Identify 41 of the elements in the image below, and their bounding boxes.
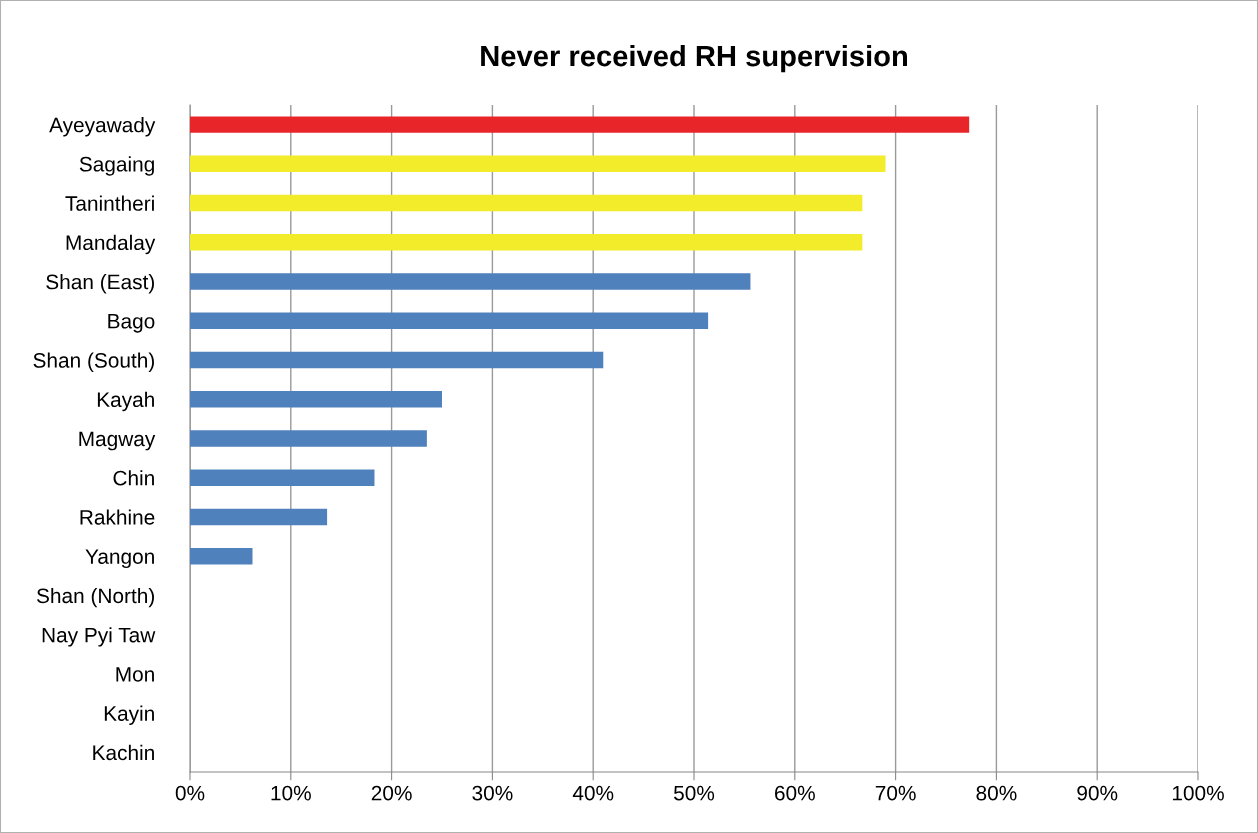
bar	[190, 116, 970, 133]
y-tick-label: Magway	[79, 431, 156, 451]
y-tick-label: Rakhine	[80, 509, 155, 525]
bar	[190, 194, 863, 212]
x-tick-label: 50%	[673, 785, 715, 801]
y-tick-label: Shan (North)	[36, 587, 154, 608]
bar	[190, 273, 751, 290]
x-tick-label: 90%	[1077, 785, 1118, 801]
x-tick-label: 20%	[371, 785, 412, 801]
y-tick-label: Nay Pyi Taw	[42, 627, 156, 647]
bar	[190, 508, 328, 526]
y-tick-label: Bago	[108, 314, 155, 333]
x-tick-label: 100%	[1172, 785, 1224, 801]
y-tick-label: Ayeyawady	[49, 117, 156, 137]
x-tick-label: 0%	[175, 785, 205, 801]
bar	[190, 312, 709, 330]
x-tick-label: 60%	[775, 785, 815, 801]
y-tick-label: Mon	[116, 667, 154, 682]
x-tick-label: 40%	[572, 785, 614, 801]
bar	[190, 469, 375, 486]
y-tick-label: Kayah	[97, 391, 154, 412]
bar	[190, 391, 442, 408]
bar	[190, 351, 604, 369]
bar	[190, 430, 427, 447]
x-tick-label: 10%	[271, 785, 311, 801]
x-tick-label: 70%	[875, 785, 916, 801]
y-tick-label: Kachin	[93, 744, 154, 761]
bar	[190, 155, 886, 173]
y-tick-label: Tanintheri	[65, 195, 154, 211]
y-tick-label: Chin	[113, 470, 154, 486]
y-tick-label: Mandalay	[66, 234, 156, 255]
bar	[190, 234, 863, 251]
x-tick-label: 30%	[472, 785, 513, 801]
y-tick-label: Shan (South)	[33, 352, 154, 372]
y-tick-label: Kayin	[104, 705, 154, 726]
y-tick-label: Sagaing	[79, 156, 154, 176]
y-tick-label: Shan (East)	[46, 274, 154, 294]
bar	[190, 547, 253, 565]
chart-title: Never received RH supervision	[481, 44, 907, 73]
x-tick-label: 80%	[976, 785, 1017, 801]
y-tick-label: Yangon	[85, 549, 154, 569]
